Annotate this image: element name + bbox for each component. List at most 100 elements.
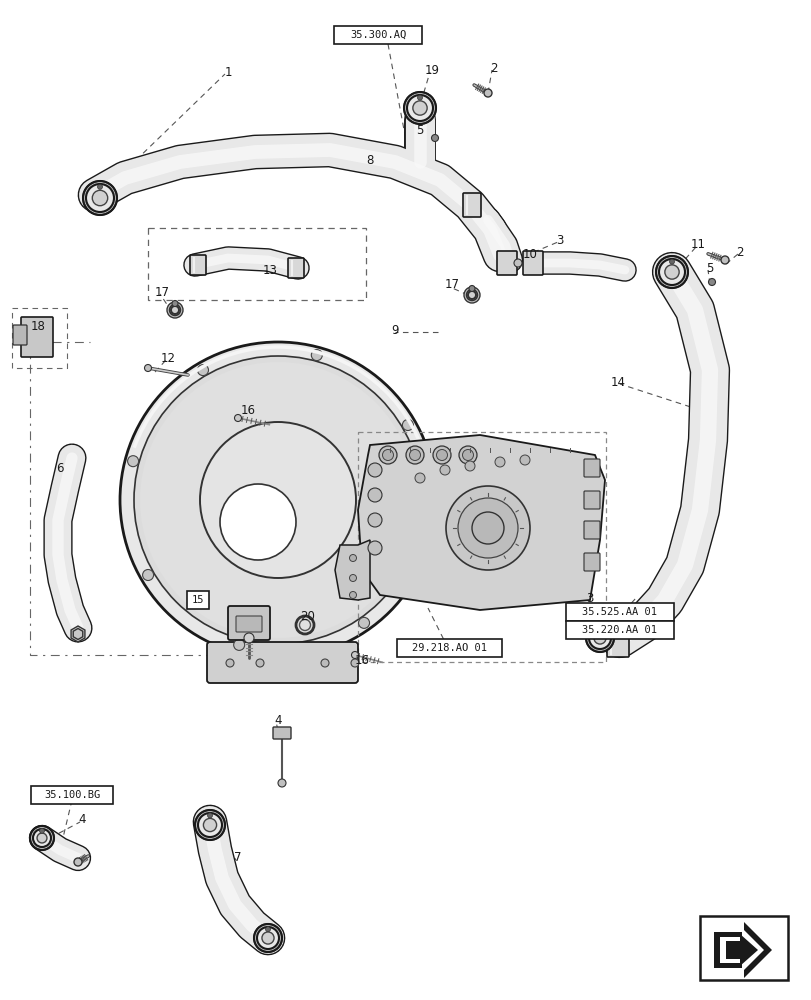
- Polygon shape: [335, 540, 370, 600]
- Circle shape: [139, 362, 415, 638]
- Circle shape: [406, 95, 432, 121]
- Circle shape: [92, 190, 108, 206]
- FancyBboxPatch shape: [607, 633, 629, 657]
- Circle shape: [220, 484, 296, 560]
- Circle shape: [367, 513, 381, 527]
- Circle shape: [431, 135, 438, 142]
- FancyBboxPatch shape: [288, 258, 303, 278]
- Circle shape: [198, 813, 221, 837]
- Circle shape: [402, 420, 413, 430]
- Circle shape: [465, 461, 474, 471]
- Text: 9: 9: [391, 324, 398, 336]
- FancyBboxPatch shape: [496, 251, 517, 275]
- Circle shape: [409, 450, 420, 460]
- FancyBboxPatch shape: [236, 616, 262, 632]
- Circle shape: [445, 486, 530, 570]
- Circle shape: [86, 184, 114, 212]
- Circle shape: [406, 446, 423, 464]
- Text: 35.220.AA 01: 35.220.AA 01: [581, 625, 657, 635]
- Circle shape: [471, 512, 504, 544]
- Text: 8: 8: [366, 154, 373, 167]
- Circle shape: [349, 574, 356, 582]
- Text: 5: 5: [706, 261, 713, 274]
- Polygon shape: [713, 922, 771, 978]
- Circle shape: [203, 818, 217, 832]
- Circle shape: [367, 463, 381, 477]
- Text: 6: 6: [56, 462, 64, 475]
- Circle shape: [144, 364, 152, 371]
- Circle shape: [720, 256, 728, 264]
- Text: 4: 4: [274, 714, 281, 726]
- Circle shape: [597, 627, 602, 632]
- FancyBboxPatch shape: [333, 26, 422, 44]
- Circle shape: [195, 810, 225, 840]
- Circle shape: [417, 95, 422, 100]
- Text: 29.218.AO 01: 29.218.AO 01: [412, 643, 487, 653]
- Circle shape: [351, 652, 358, 658]
- Circle shape: [120, 342, 436, 658]
- Circle shape: [171, 306, 178, 314]
- FancyBboxPatch shape: [13, 325, 27, 345]
- Circle shape: [436, 450, 447, 460]
- Text: 15: 15: [191, 595, 204, 605]
- Text: 13: 13: [262, 263, 277, 276]
- Circle shape: [234, 414, 241, 422]
- Text: 10: 10: [522, 248, 537, 261]
- Circle shape: [588, 627, 610, 649]
- Circle shape: [167, 302, 182, 318]
- Circle shape: [243, 633, 254, 643]
- Circle shape: [669, 259, 674, 264]
- Text: 18: 18: [31, 320, 45, 332]
- Circle shape: [414, 473, 424, 483]
- Text: 2: 2: [490, 62, 497, 75]
- Text: 19: 19: [424, 64, 439, 77]
- Bar: [358, 432, 605, 662]
- Circle shape: [208, 813, 212, 818]
- Circle shape: [254, 924, 281, 952]
- Circle shape: [659, 259, 684, 285]
- Circle shape: [586, 624, 613, 652]
- Circle shape: [412, 101, 427, 115]
- Circle shape: [311, 350, 322, 361]
- Text: 12: 12: [161, 352, 175, 364]
- FancyBboxPatch shape: [583, 459, 599, 477]
- FancyBboxPatch shape: [190, 255, 206, 275]
- FancyBboxPatch shape: [397, 639, 502, 657]
- Circle shape: [262, 932, 274, 944]
- Circle shape: [83, 181, 117, 215]
- Polygon shape: [358, 435, 604, 610]
- Circle shape: [225, 659, 234, 667]
- Circle shape: [466, 290, 477, 300]
- Circle shape: [265, 927, 270, 932]
- Text: 17: 17: [154, 286, 169, 298]
- Circle shape: [367, 541, 381, 555]
- Text: 17: 17: [444, 278, 459, 292]
- Text: 7: 7: [234, 851, 242, 864]
- Circle shape: [417, 533, 428, 544]
- Text: 16: 16: [240, 403, 255, 416]
- FancyBboxPatch shape: [583, 491, 599, 509]
- Circle shape: [495, 457, 504, 467]
- Circle shape: [458, 446, 476, 464]
- Circle shape: [257, 927, 279, 949]
- Text: 35.300.AQ: 35.300.AQ: [350, 30, 406, 40]
- Text: 35.525.AA 01: 35.525.AA 01: [581, 607, 657, 617]
- Circle shape: [320, 659, 328, 667]
- Circle shape: [197, 365, 208, 376]
- Polygon shape: [719, 928, 763, 972]
- Circle shape: [349, 554, 356, 562]
- Circle shape: [513, 259, 521, 267]
- Text: 3: 3: [556, 233, 563, 246]
- Circle shape: [30, 826, 54, 850]
- Circle shape: [74, 858, 82, 866]
- Text: 1: 1: [224, 66, 231, 79]
- Circle shape: [469, 286, 474, 292]
- Circle shape: [255, 659, 264, 667]
- FancyBboxPatch shape: [583, 521, 599, 539]
- FancyBboxPatch shape: [228, 606, 270, 640]
- Circle shape: [462, 450, 473, 460]
- Circle shape: [358, 617, 369, 628]
- Circle shape: [483, 89, 491, 97]
- Circle shape: [432, 446, 450, 464]
- Circle shape: [404, 92, 436, 124]
